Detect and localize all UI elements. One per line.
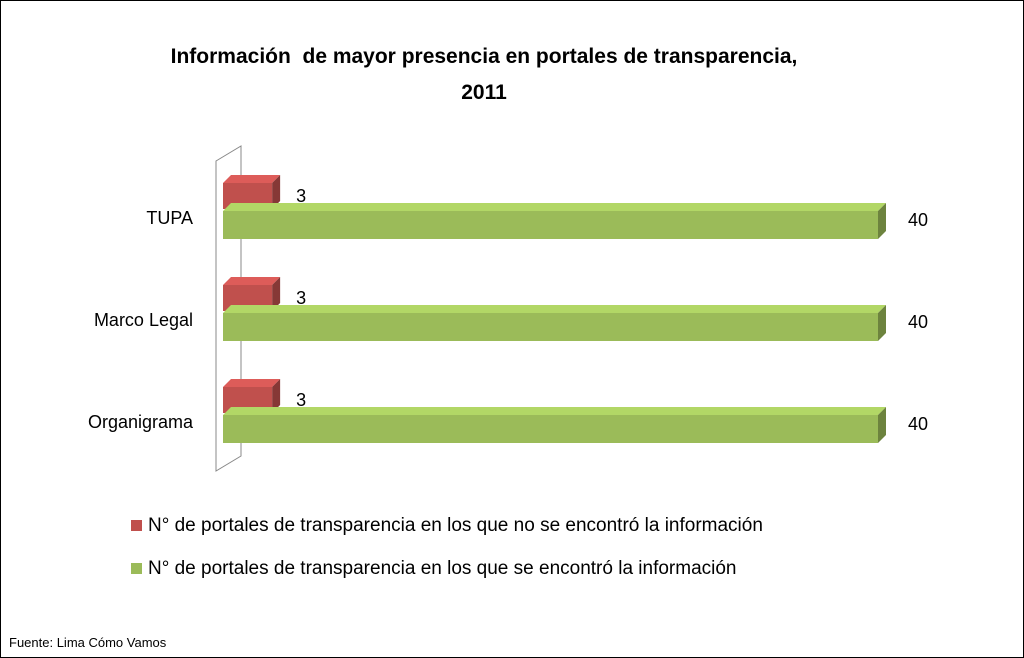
bar-side bbox=[878, 407, 886, 443]
y-tick-label: Organigrama bbox=[88, 412, 194, 432]
legend-label: N° de portales de transparencia en los q… bbox=[148, 558, 737, 579]
bar-side bbox=[272, 379, 281, 413]
y-tick-label: Marco Legal bbox=[94, 310, 193, 330]
bar-side bbox=[878, 203, 886, 239]
bar-top bbox=[223, 175, 281, 183]
data-label: 40 bbox=[908, 312, 928, 332]
bar-side bbox=[878, 305, 886, 341]
bar-top bbox=[223, 379, 281, 387]
source: Fuente: Lima Cómo Vamos bbox=[9, 635, 167, 650]
chart-title: Información de mayor presencia en portal… bbox=[170, 45, 804, 104]
legend-swatch bbox=[131, 520, 142, 531]
bar-top bbox=[223, 277, 281, 285]
data-label: 40 bbox=[908, 210, 928, 230]
bar-side bbox=[272, 277, 281, 311]
bar-top bbox=[223, 305, 886, 313]
data-label: 3 bbox=[296, 288, 306, 308]
bar-top bbox=[223, 407, 886, 415]
bar-side bbox=[272, 175, 281, 209]
bar bbox=[223, 415, 878, 443]
y-tick-label: TUPA bbox=[146, 208, 193, 228]
bar-top bbox=[223, 203, 886, 211]
bar bbox=[223, 211, 878, 239]
data-label: 3 bbox=[296, 186, 306, 206]
data-label: 3 bbox=[296, 390, 306, 410]
data-label: 40 bbox=[908, 414, 928, 434]
legend-label: N° de portales de transparencia en los q… bbox=[148, 515, 763, 536]
bar bbox=[223, 313, 878, 341]
legend-swatch bbox=[131, 563, 142, 574]
